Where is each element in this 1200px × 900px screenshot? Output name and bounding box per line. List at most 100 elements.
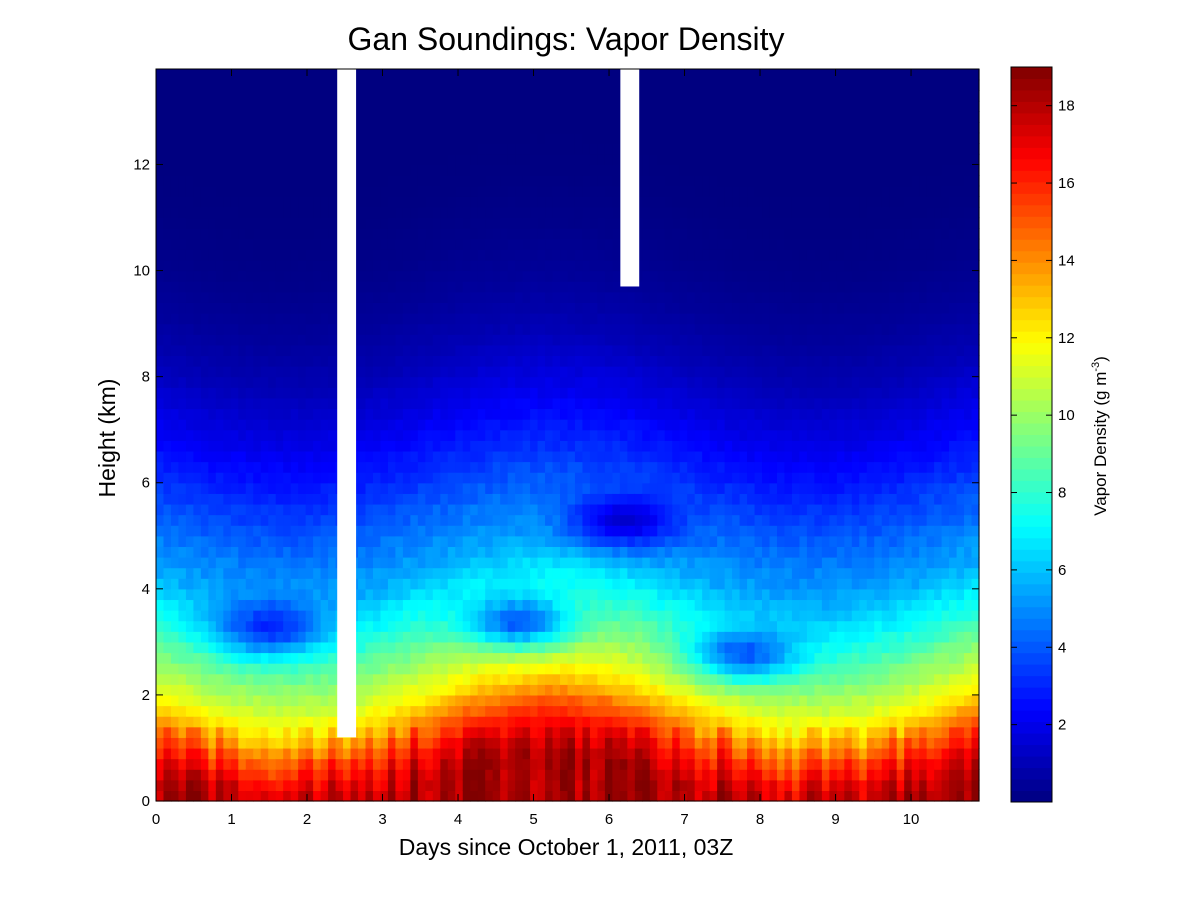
heatmap-cell [679,387,688,399]
heatmap-cell [380,164,389,176]
heatmap-cell [387,503,397,516]
heatmap-cell [283,90,292,102]
heatmap-cell [672,663,681,675]
heatmap-cell [238,557,247,569]
heatmap-cell [215,535,224,547]
heatmap-cell [672,747,681,760]
heatmap-cell [574,302,584,314]
heatmap-cell [477,387,486,399]
heatmap-cell [387,684,397,696]
heatmap-cell [290,450,299,463]
heatmap-cell [320,111,329,123]
heatmap-cell [515,387,524,399]
heatmap-cell [223,535,232,547]
heatmap-cell [156,259,165,272]
heatmap-cell [358,143,367,155]
heatmap-cell [417,450,426,463]
heatmap-cell [185,249,195,261]
heatmap-cell [687,546,696,558]
heatmap-cell [275,419,284,431]
heatmap-cell [290,684,299,696]
heatmap-cell [425,175,434,187]
heatmap-cell [200,503,209,516]
heatmap-cell [253,291,262,303]
heatmap-cell [672,90,681,102]
heatmap-cell [425,535,434,547]
heatmap-cell [402,366,411,378]
heatmap-cell [305,429,314,441]
heatmap-cell [694,546,703,558]
heatmap-cell [410,69,419,81]
heatmap-cell [260,440,269,452]
heatmap-cell [238,313,247,325]
heatmap-cell [515,355,524,367]
heatmap-cell [313,546,322,558]
heatmap-cell [649,535,658,547]
heatmap-cell [238,259,247,272]
heatmap-cell [305,217,314,229]
heatmap-cell [193,461,202,473]
heatmap-cell [522,238,531,250]
heatmap-cell [687,694,696,707]
heatmap-cell [664,450,673,463]
heatmap-cell [582,132,591,144]
heatmap-cell [604,281,613,293]
heatmap-cell [313,397,322,410]
heatmap-cell [627,684,636,696]
heatmap-cell [462,472,471,484]
heatmap-cell [223,408,232,420]
heatmap-cell [320,323,329,335]
heatmap-cell [687,599,696,611]
heatmap-cell [290,419,299,431]
heatmap-cell [380,100,389,113]
heatmap-cell [328,397,337,410]
heatmap-cell [560,673,569,685]
heatmap-cell [380,313,389,325]
heatmap-cell [470,652,479,664]
heatmap-cell [387,578,397,590]
heatmap-cell [358,726,367,738]
heatmap-cell [492,196,501,208]
heatmap-cell [260,291,269,303]
heatmap-cell [574,164,584,176]
heatmap-cell [185,344,195,357]
heatmap-cell [253,313,262,325]
heatmap-cell [290,790,299,802]
heatmap-cell [664,323,673,335]
heatmap-cell [238,503,247,516]
heatmap-cell [560,69,569,81]
heatmap-cell [687,122,696,134]
heatmap-cell [290,111,299,123]
heatmap-cell [215,726,224,738]
heatmap-cell [537,228,546,240]
heatmap-cell [215,652,224,664]
heatmap-cell [552,684,561,696]
heatmap-cell [156,779,165,791]
heatmap-cell [170,641,180,654]
heatmap-cell [612,111,621,123]
heatmap-cell [230,376,239,388]
heatmap-cell [223,100,232,113]
heatmap-cell [313,790,322,802]
heatmap-cell [268,270,277,282]
heatmap-cell [470,334,479,346]
heatmap-cell [604,366,613,378]
heatmap-cell [589,535,599,547]
heatmap-cell [253,535,262,547]
heatmap-cell [268,376,277,388]
heatmap-cell [372,344,382,357]
heatmap-cell [215,684,224,696]
heatmap-cell [365,249,374,261]
heatmap-cell [642,514,651,526]
heatmap-cell [477,323,486,335]
heatmap-cell [425,79,434,91]
heatmap-cell [515,663,524,675]
heatmap-cell [597,153,606,166]
heatmap-cell [462,631,471,643]
heatmap-cell [275,249,284,261]
heatmap-cell [275,652,284,664]
heatmap-cell [178,631,187,643]
heatmap-cell [358,238,367,250]
heatmap-cell [634,503,643,516]
heatmap-cell [440,228,449,240]
